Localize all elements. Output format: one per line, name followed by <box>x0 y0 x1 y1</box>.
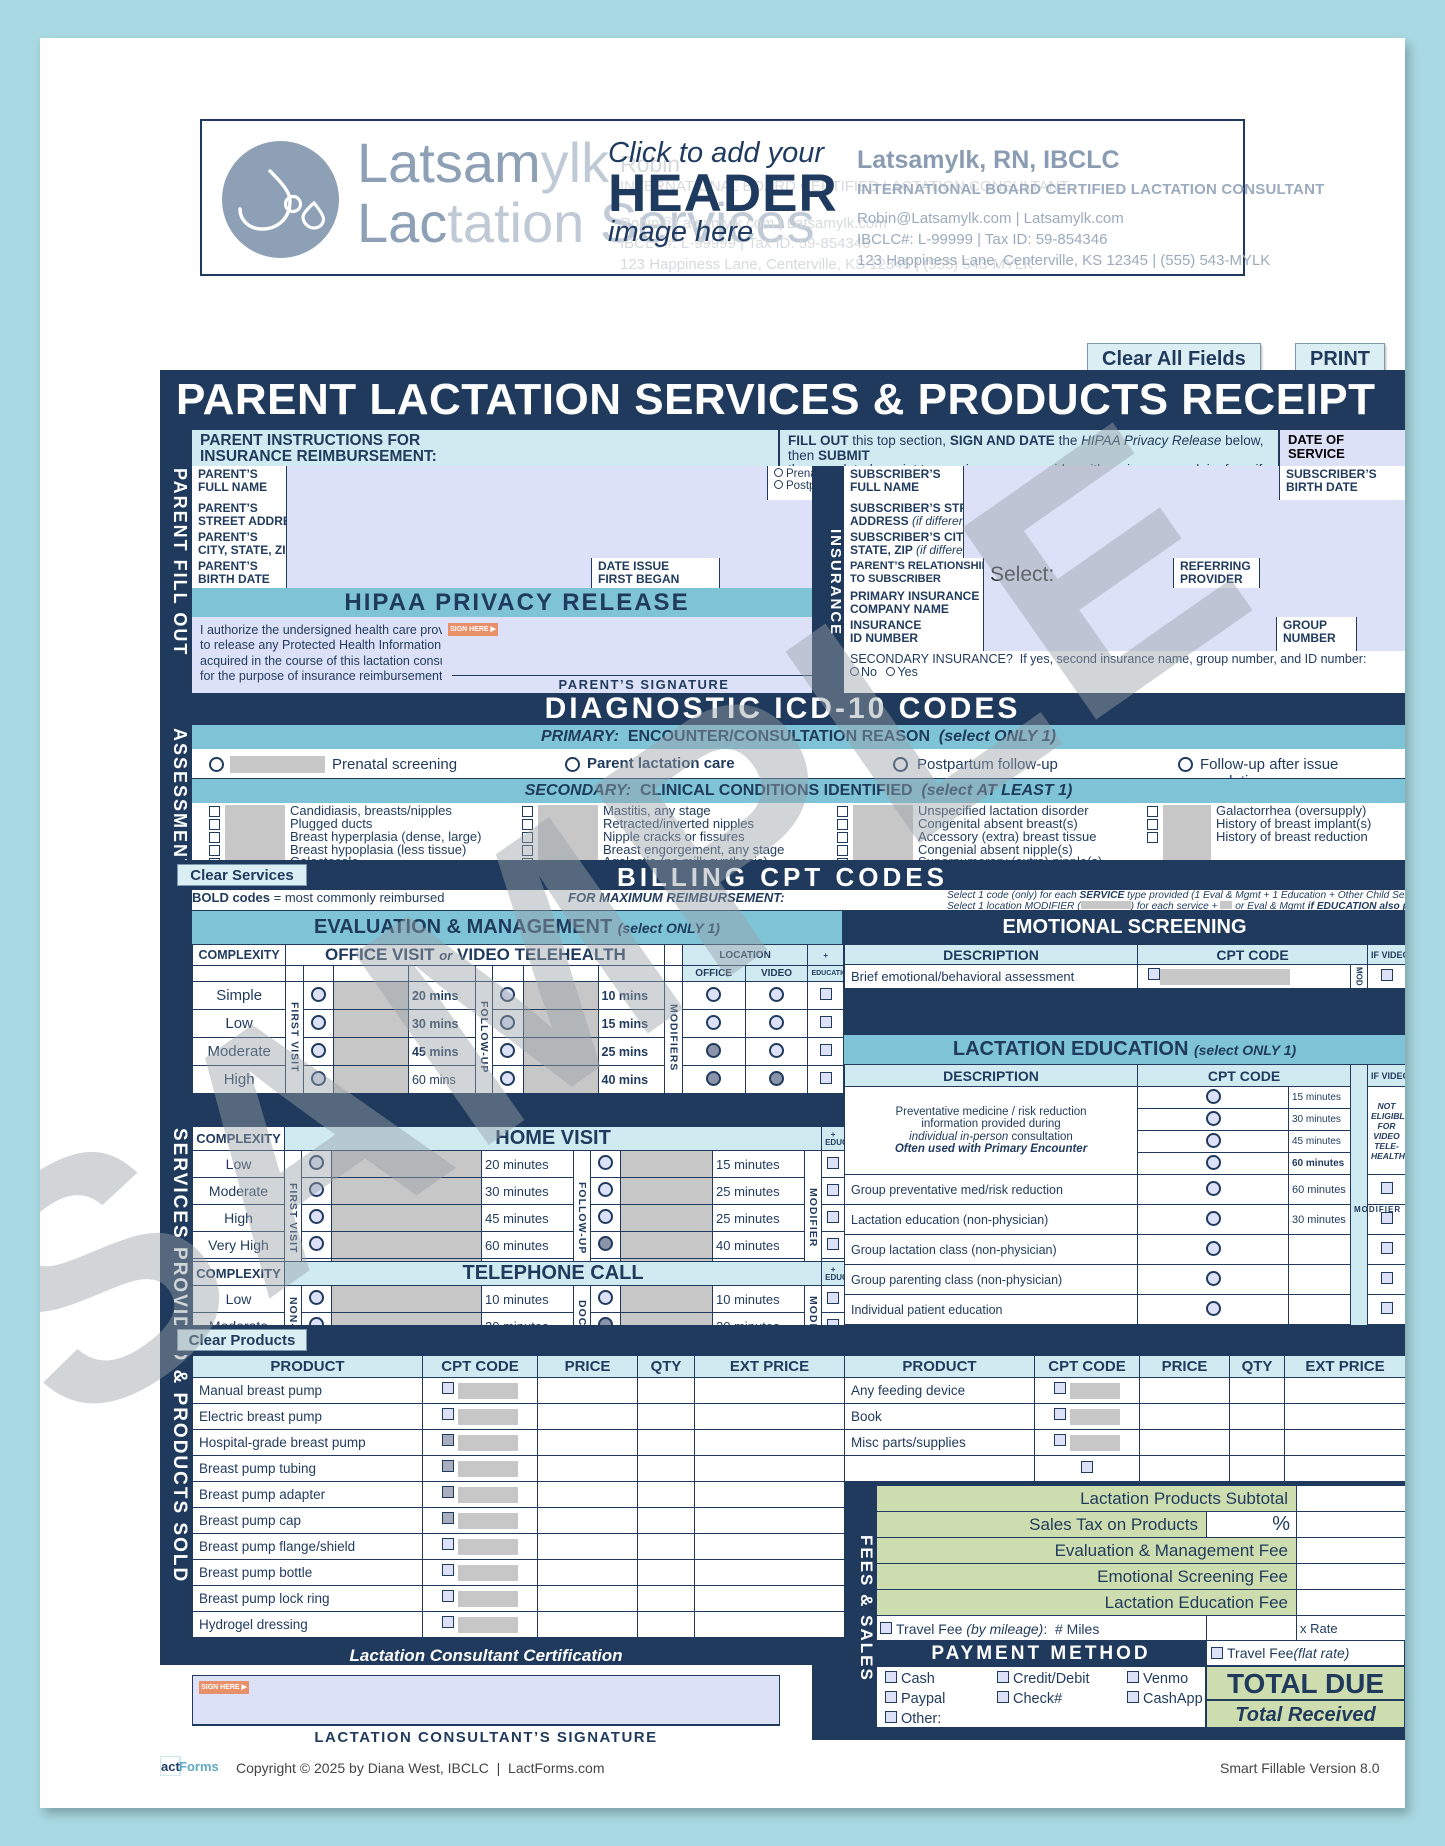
svg-text:act: act <box>161 1759 180 1774</box>
svg-text:Forms: Forms <box>179 1759 219 1774</box>
